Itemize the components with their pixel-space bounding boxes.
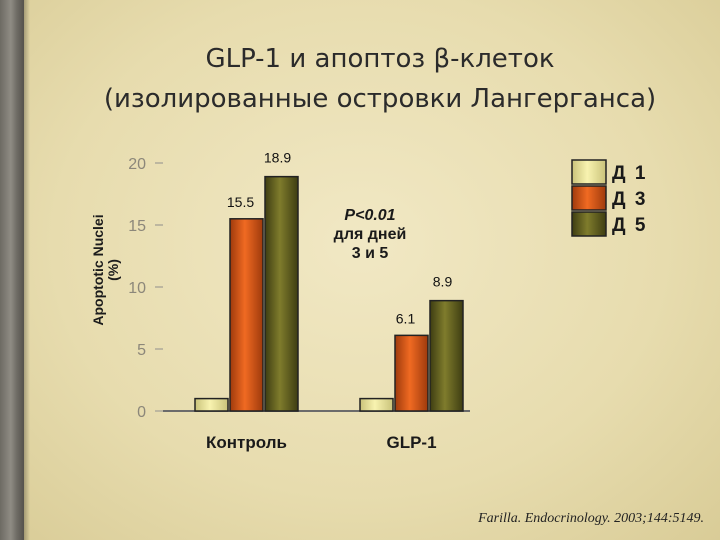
data-label: 8.9 (433, 274, 453, 290)
bar-glp-1-д5 (429, 299, 464, 412)
citation: Farilla. Endocrinology. 2003;144:5149. (478, 511, 704, 526)
bars-group: Контроль GLP-1 (194, 175, 464, 452)
annotation-line: для дней (334, 226, 407, 243)
y-tick-label: 0 (137, 404, 146, 421)
bar-glp-1-д3 (394, 334, 429, 412)
y-tick-label: 20 (128, 156, 146, 173)
legend-swatch-д3 (571, 185, 607, 211)
y-tick-label: 5 (137, 342, 146, 359)
legend-swatch-д1 (571, 159, 607, 185)
y-axis-label-line1: Apoptotic Nuclei (90, 214, 106, 325)
slide-title-line2: (изолированные островки Лангерганса) (103, 84, 657, 114)
data-label: 15.5 (227, 194, 254, 210)
data-labels-group: 15.5 18.9 6.1 8.9 (227, 150, 453, 327)
bar-контроль-д5 (264, 175, 299, 412)
legend: Д 1 Д 3 Д 5 (571, 159, 647, 237)
significance-annotation: P<0.01 для дней 3 и 5 (334, 207, 407, 262)
bar-контроль-д3 (229, 218, 264, 412)
bar-glp-1-д1 (359, 397, 394, 412)
legend-label: Д 3 (612, 189, 647, 210)
data-label: 18.9 (264, 150, 291, 166)
x-category-label: GLP-1 (386, 433, 436, 452)
bar-контроль-д1 (194, 397, 229, 412)
x-category-label: Контроль (206, 433, 287, 452)
data-label: 6.1 (396, 310, 416, 326)
y-axis-label-line2: (%) (105, 259, 121, 281)
legend-label: Д 1 (612, 163, 647, 184)
slide-title-line1: GLP-1 и апоптоз β-клеток (205, 44, 555, 74)
y-tick-label: 10 (128, 280, 146, 297)
annotation-line: 3 и 5 (352, 245, 389, 262)
annotation-line: P<0.01 (344, 207, 395, 224)
book-spine (0, 0, 30, 540)
legend-swatch-д5 (571, 211, 607, 237)
legend-label: Д 5 (612, 215, 647, 236)
y-tick-label: 15 (128, 218, 146, 235)
